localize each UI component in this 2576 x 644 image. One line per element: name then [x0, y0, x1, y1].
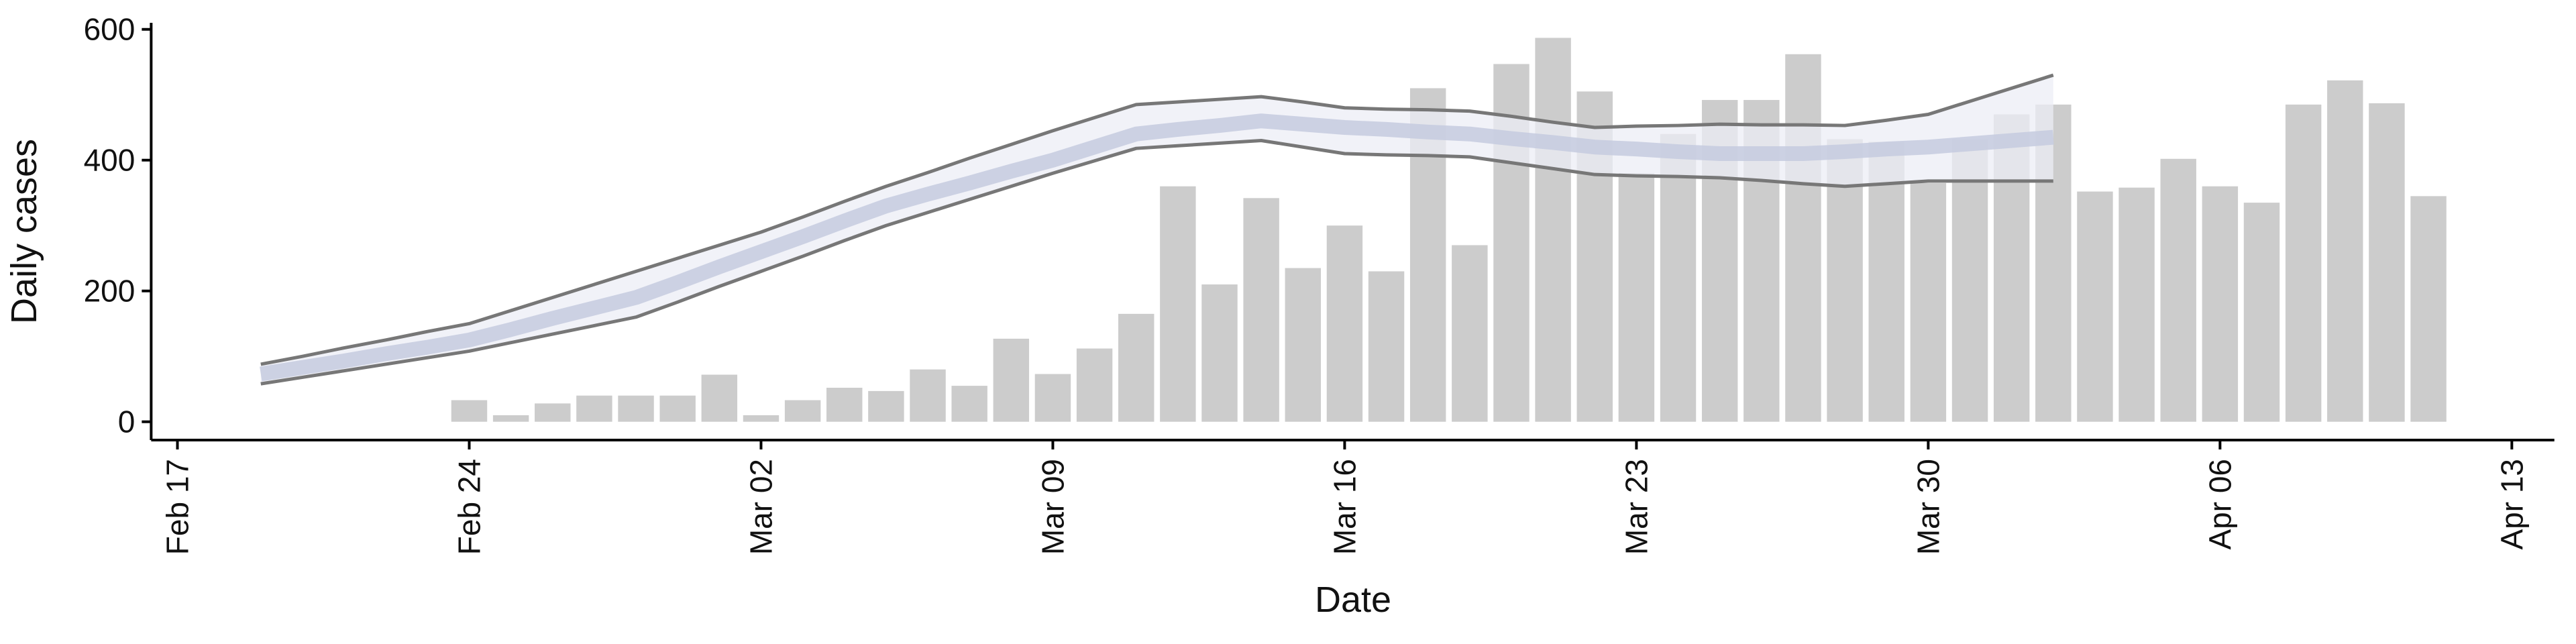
y-tick-label: 0: [118, 405, 136, 439]
bar: [868, 390, 904, 422]
x-tick-label: Mar 09: [1035, 459, 1070, 555]
bar: [2077, 191, 2113, 422]
bar: [1076, 348, 1113, 422]
bar: [1452, 245, 1488, 422]
bar: [1118, 313, 1155, 422]
y-tick-label: 200: [84, 274, 136, 309]
bar: [951, 386, 987, 422]
bar: [2285, 104, 2322, 422]
bar: [993, 338, 1030, 422]
bar: [1285, 268, 1322, 422]
x-axis-title: Date: [1315, 580, 1391, 620]
bar: [743, 415, 780, 422]
bar: [1951, 139, 1988, 422]
bar: [826, 388, 863, 422]
x-tick-label: Feb 17: [160, 459, 195, 555]
bar: [2243, 203, 2280, 422]
bar: [451, 400, 488, 422]
bar: [618, 395, 654, 422]
y-tick-label: 600: [84, 12, 136, 47]
bar: [1034, 374, 1071, 422]
bar: [1660, 133, 1697, 422]
bar: [1618, 173, 1655, 422]
bar: [1201, 284, 1238, 422]
x-tick-label: Feb 24: [451, 459, 486, 555]
bar: [1326, 225, 1363, 422]
bar: [2369, 103, 2405, 422]
bar: [1910, 182, 1947, 422]
x-tick-label: Mar 02: [743, 459, 778, 555]
bar: [1868, 142, 1904, 422]
bar: [492, 415, 529, 422]
y-tick-label: 400: [84, 143, 136, 178]
bar: [1160, 186, 1196, 422]
x-tick-label: Apr 06: [2202, 459, 2237, 550]
bar: [576, 395, 612, 422]
bar: [2410, 196, 2447, 422]
bar: [1368, 271, 1405, 422]
bar: [1243, 198, 1279, 422]
bar: [910, 369, 946, 422]
bar: [535, 403, 571, 422]
x-tick-label: Mar 16: [1327, 459, 1362, 555]
bar: [1785, 54, 1821, 422]
bar: [1535, 38, 1571, 422]
bar: [659, 395, 696, 422]
median-line: [260, 113, 2054, 382]
bar: [2202, 186, 2239, 422]
bar: [2327, 80, 2363, 422]
bound-line: [260, 138, 2053, 386]
bar: [784, 400, 821, 422]
bound-line: [260, 73, 2054, 366]
bar: [2118, 187, 2155, 422]
y-axis-title: Daily cases: [4, 139, 44, 324]
x-tick-label: Mar 30: [1911, 459, 1945, 555]
bar: [701, 374, 738, 422]
x-tick-label: Mar 23: [1619, 459, 1654, 555]
bar: [2160, 158, 2196, 422]
x-tick-label: Apr 13: [2494, 459, 2529, 550]
